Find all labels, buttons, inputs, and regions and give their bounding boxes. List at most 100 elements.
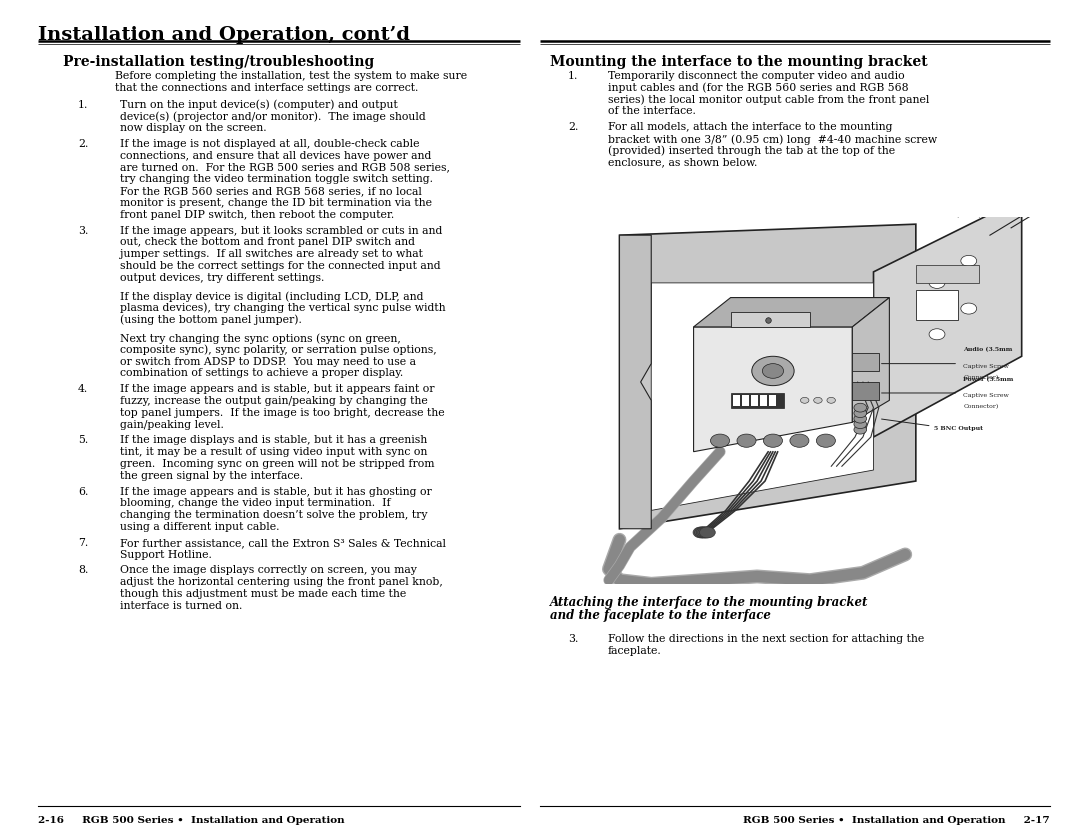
Text: Installation and Operation, cont’d: Installation and Operation, cont’d [38,26,410,44]
Text: (provided) inserted through the tab at the top of the: (provided) inserted through the tab at t… [608,146,895,156]
Circle shape [694,527,711,538]
Text: connections, and ensure that all devices have power and: connections, and ensure that all devices… [120,151,431,161]
Text: Once the image displays correctly on screen, you may: Once the image displays correctly on scr… [120,565,417,575]
Text: out, check the bottom and front panel DIP switch and: out, check the bottom and front panel DI… [120,238,415,248]
Circle shape [762,364,783,379]
Circle shape [854,414,866,423]
Circle shape [698,527,714,538]
Text: Attaching the interface to the mounting bracket: Attaching the interface to the mounting … [550,596,868,609]
Text: series) the local monitor output cable from the front panel: series) the local monitor output cable f… [608,94,930,105]
Text: Mounting the interface to the mounting bracket: Mounting the interface to the mounting b… [550,55,928,69]
Text: bracket with one 3/8” (0.95 cm) long  #4-40 machine screw: bracket with one 3/8” (0.95 cm) long #4-… [608,134,937,144]
Circle shape [764,434,783,447]
Polygon shape [693,298,889,327]
Text: Power (3.5mm: Power (3.5mm [963,377,1014,382]
Text: green.  Incoming sync on green will not be stripped from: green. Incoming sync on green will not b… [120,459,434,469]
Polygon shape [620,235,651,529]
Circle shape [789,434,809,447]
Text: 6.: 6. [78,486,89,496]
Circle shape [854,404,866,412]
Polygon shape [730,312,810,327]
Text: interface is turned on.: interface is turned on. [120,600,242,610]
Polygon shape [651,283,874,510]
Circle shape [737,434,756,447]
Bar [916,264,980,283]
Text: and the faceplate to the interface: and the faceplate to the interface [550,609,771,622]
Text: front panel DIP switch, then reboot the computer.: front panel DIP switch, then reboot the … [120,210,394,220]
Circle shape [813,397,822,404]
Text: Temporarily disconnect the computer video and audio: Temporarily disconnect the computer vide… [608,71,905,81]
Text: faceplate.: faceplate. [608,646,662,656]
Text: 2.: 2. [78,139,89,149]
Text: (using the bottom panel jumper).: (using the bottom panel jumper). [120,314,302,325]
Text: adjust the horizontal centering using the front panel knob,: adjust the horizontal centering using th… [120,577,443,587]
Text: 7.: 7. [78,538,89,548]
Text: If the display device is digital (including LCD, DLP, and: If the display device is digital (includ… [120,291,423,302]
Text: device(s) (projector and/or monitor).  The image should: device(s) (projector and/or monitor). Th… [120,112,426,122]
Circle shape [711,434,730,447]
Bar [760,394,767,406]
Text: try changing the video termination toggle switch setting.: try changing the video termination toggl… [120,174,433,184]
Text: RGB 500 Series •  Installation and Operation     2-17: RGB 500 Series • Installation and Operat… [743,816,1050,825]
Text: Support Hotline.: Support Hotline. [120,550,212,560]
Text: the green signal by the interface.: the green signal by the interface. [120,471,303,480]
Text: jumper settings.  If all switches are already set to what: jumper settings. If all switches are alr… [120,249,423,259]
Text: Next try changing the sync options (sync on green,: Next try changing the sync options (sync… [120,333,401,344]
Bar [752,394,757,406]
Text: Connector): Connector) [963,404,999,409]
Text: Turn on the input device(s) (computer) and output: Turn on the input device(s) (computer) a… [120,99,397,110]
Polygon shape [620,224,916,529]
Text: If the image displays and is stable, but it has a greenish: If the image displays and is stable, but… [120,435,428,445]
Text: plasma devices), try changing the vertical sync pulse width: plasma devices), try changing the vertic… [120,303,446,314]
Text: blooming, change the video input termination.  If: blooming, change the video input termina… [120,499,391,509]
Text: For the RGB 560 series and RGB 568 series, if no local: For the RGB 560 series and RGB 568 serie… [120,186,422,196]
Text: If the image appears, but it looks scrambled or cuts in and: If the image appears, but it looks scram… [120,226,443,235]
Text: enclosure, as shown below.: enclosure, as shown below. [608,158,757,168]
Text: Audio (3.5mm: Audio (3.5mm [963,348,1013,353]
Bar [916,290,958,319]
Circle shape [700,527,715,538]
Circle shape [693,527,708,538]
Polygon shape [693,327,852,452]
Circle shape [854,409,866,418]
Text: 8.: 8. [78,565,89,575]
Bar [852,353,879,371]
Text: Captive Screw: Captive Screw [963,393,1010,398]
Text: monitor is present, change the ID bit termination via the: monitor is present, change the ID bit te… [120,198,432,208]
Text: tint, it may be a result of using video input with sync on: tint, it may be a result of using video … [120,447,428,457]
Text: top panel jumpers.  If the image is too bright, decrease the: top panel jumpers. If the image is too b… [120,408,445,418]
Text: Pre-installation testing/troubleshooting: Pre-installation testing/troubleshooting [63,55,375,69]
Text: 3.: 3. [568,634,579,644]
Circle shape [816,434,836,447]
Text: 1.: 1. [568,71,579,81]
Text: fuzzy, increase the output gain/peaking by changing the: fuzzy, increase the output gain/peaking … [120,396,428,406]
Circle shape [854,420,866,429]
Polygon shape [874,198,1022,437]
Text: are turned on.  For the RGB 500 series and RGB 508 series,: are turned on. For the RGB 500 series an… [120,163,450,173]
Text: input cables and (for the RGB 560 series and RGB 568: input cables and (for the RGB 560 series… [608,83,908,93]
Text: now display on the screen.: now display on the screen. [120,123,267,133]
Text: composite sync), sync polarity, or serration pulse options,: composite sync), sync polarity, or serra… [120,344,436,355]
Circle shape [929,278,945,289]
Circle shape [697,527,712,538]
Text: 4.: 4. [78,384,89,394]
Text: gain/peaking level.: gain/peaking level. [120,420,224,430]
Bar [742,394,748,406]
Text: For further assistance, call the Extron S³ Sales & Technical: For further assistance, call the Extron … [120,538,446,548]
Bar [733,394,740,406]
Bar [852,382,879,400]
Circle shape [800,397,809,404]
Text: Follow the directions in the next section for attaching the: Follow the directions in the next sectio… [608,634,924,644]
Bar [730,393,784,408]
Text: Captive Screw: Captive Screw [963,364,1010,369]
Text: If the image appears and is stable, but it has ghosting or: If the image appears and is stable, but … [120,486,432,496]
Circle shape [854,425,866,434]
Circle shape [752,356,794,385]
Polygon shape [852,298,889,422]
Text: Before completing the installation, test the system to make sure: Before completing the installation, test… [114,71,468,81]
Text: 5 BNC Output: 5 BNC Output [934,426,984,431]
Text: 3.: 3. [78,226,89,235]
Text: should be the correct settings for the connected input and: should be the correct settings for the c… [120,261,441,271]
Text: changing the termination doesn’t solve the problem, try: changing the termination doesn’t solve t… [120,510,428,520]
Circle shape [929,329,945,339]
